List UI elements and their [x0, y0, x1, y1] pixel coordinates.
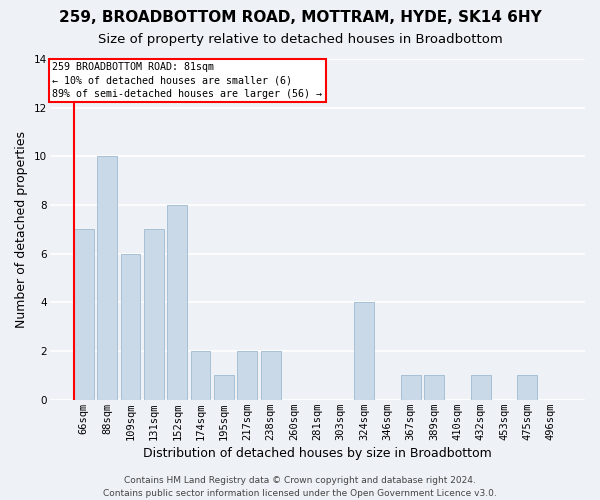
Bar	[424, 376, 444, 400]
Bar	[214, 376, 234, 400]
Bar	[121, 254, 140, 400]
Text: 259 BROADBOTTOM ROAD: 81sqm
← 10% of detached houses are smaller (6)
89% of semi: 259 BROADBOTTOM ROAD: 81sqm ← 10% of det…	[52, 62, 322, 99]
Text: Contains HM Land Registry data © Crown copyright and database right 2024.
Contai: Contains HM Land Registry data © Crown c…	[103, 476, 497, 498]
Text: 259, BROADBOTTOM ROAD, MOTTRAM, HYDE, SK14 6HY: 259, BROADBOTTOM ROAD, MOTTRAM, HYDE, SK…	[59, 10, 541, 25]
Bar	[74, 230, 94, 400]
Bar	[354, 302, 374, 400]
X-axis label: Distribution of detached houses by size in Broadbottom: Distribution of detached houses by size …	[143, 447, 491, 460]
Y-axis label: Number of detached properties: Number of detached properties	[15, 131, 28, 328]
Bar	[191, 351, 211, 400]
Bar	[517, 376, 538, 400]
Bar	[97, 156, 117, 400]
Bar	[238, 351, 257, 400]
Bar	[401, 376, 421, 400]
Bar	[144, 230, 164, 400]
Text: Size of property relative to detached houses in Broadbottom: Size of property relative to detached ho…	[98, 32, 502, 46]
Bar	[471, 376, 491, 400]
Bar	[260, 351, 281, 400]
Bar	[167, 205, 187, 400]
